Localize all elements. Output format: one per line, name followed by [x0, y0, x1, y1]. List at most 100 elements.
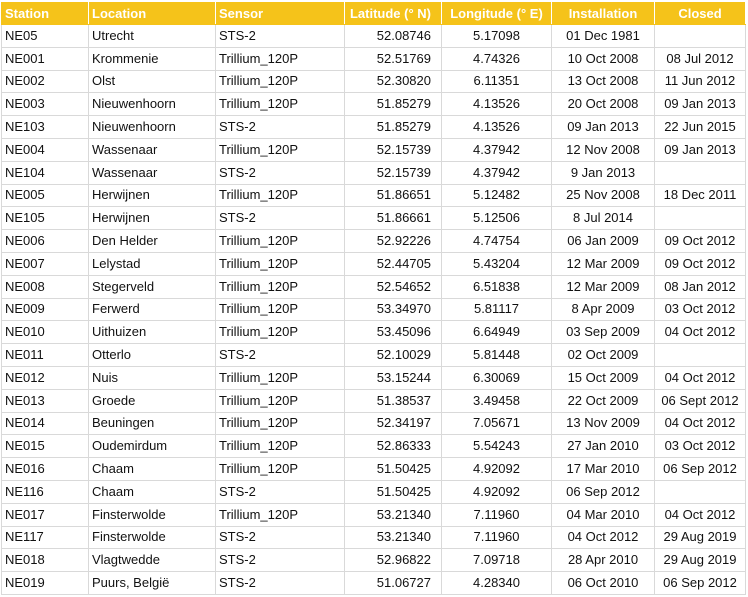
cell-installation: 9 Jan 2013	[551, 160, 655, 185]
cell-sensor: STS-2	[215, 343, 345, 367]
table-row: NE117 Finsterwolde STS-2 53.21340 7.11960 04 …	[1, 525, 746, 550]
cell-latitude: 52.92226	[344, 229, 442, 253]
cell-location: Wassenaar	[88, 137, 216, 162]
cell-latitude: 52.10029	[344, 343, 442, 367]
cell-longitude: 5.54243	[441, 434, 552, 459]
cell-installation: 09 Jan 2013	[551, 115, 655, 139]
cell-sensor: Trillium_120P	[215, 251, 345, 276]
cell-installation: 10 Oct 2008	[551, 46, 655, 71]
cell-location: Herwijnen	[88, 183, 216, 208]
header-sensor: Sensor	[215, 2, 345, 25]
cell-sensor: STS-2	[215, 525, 345, 550]
cell-location: Utrecht	[88, 24, 216, 48]
cell-station: NE010	[1, 320, 89, 345]
cell-latitude: 51.50425	[344, 479, 442, 504]
cell-closed	[654, 343, 746, 367]
cell-station: NE103	[1, 115, 89, 139]
cell-sensor: STS-2	[215, 571, 345, 595]
cell-location: Chaam	[88, 479, 216, 504]
cell-station: NE117	[1, 525, 89, 550]
cell-station: NE011	[1, 343, 89, 367]
cell-latitude: 52.34197	[344, 411, 442, 436]
header-longitude: Longitude (° E)	[441, 2, 552, 25]
header-latitude: Latitude (° N)	[344, 2, 442, 25]
cell-sensor: Trillium_120P	[215, 434, 345, 459]
cell-installation: 15 Oct 2009	[551, 365, 655, 390]
cell-installation: 25 Nov 2008	[551, 183, 655, 208]
cell-station: NE05	[1, 24, 89, 48]
cell-latitude: 52.96822	[344, 548, 442, 573]
cell-installation: 04 Mar 2010	[551, 502, 655, 527]
cell-closed	[654, 160, 746, 185]
cell-sensor: STS-2	[215, 115, 345, 139]
cell-closed: 04 Oct 2012	[654, 365, 746, 390]
cell-longitude: 5.81117	[441, 297, 552, 322]
cell-longitude: 5.17098	[441, 24, 552, 48]
cell-location: Den Helder	[88, 229, 216, 253]
cell-longitude: 6.64949	[441, 320, 552, 345]
cell-longitude: 4.74754	[441, 229, 552, 253]
cell-latitude: 52.08746	[344, 24, 442, 48]
cell-location: Puurs, België	[88, 571, 216, 595]
cell-latitude: 51.38537	[344, 388, 442, 413]
table-row: NE010 Uithuizen Trillium_120P 53.45096 6.649…	[1, 320, 746, 345]
cell-longitude: 7.11960	[441, 525, 552, 550]
cell-sensor: Trillium_120P	[215, 502, 345, 527]
cell-sensor: Trillium_120P	[215, 137, 345, 162]
cell-longitude: 3.49458	[441, 388, 552, 413]
cell-closed: 08 Jul 2012	[654, 46, 746, 71]
cell-station: NE008	[1, 274, 89, 299]
cell-closed	[654, 206, 746, 231]
cell-longitude: 5.12482	[441, 183, 552, 208]
cell-sensor: Trillium_120P	[215, 183, 345, 208]
cell-installation: 13 Nov 2009	[551, 411, 655, 436]
cell-latitude: 53.45096	[344, 320, 442, 345]
cell-sensor: Trillium_120P	[215, 457, 345, 481]
cell-longitude: 6.11351	[441, 69, 552, 94]
cell-station: NE105	[1, 206, 89, 231]
cell-location: Nuis	[88, 365, 216, 390]
cell-latitude: 52.44705	[344, 251, 442, 276]
cell-closed: 03 Oct 2012	[654, 434, 746, 459]
cell-station: NE002	[1, 69, 89, 94]
cell-installation: 27 Jan 2010	[551, 434, 655, 459]
cell-closed: 29 Aug 2019	[654, 525, 746, 550]
table-row: NE017 Finsterwolde Trillium_120P 53.21340 7.…	[1, 502, 746, 527]
cell-closed: 03 Oct 2012	[654, 297, 746, 322]
cell-latitude: 53.21340	[344, 502, 442, 527]
table-row: NE009 Ferwerd Trillium_120P 53.34970 5.81117…	[1, 297, 746, 322]
cell-closed: 04 Oct 2012	[654, 411, 746, 436]
cell-sensor: Trillium_120P	[215, 46, 345, 71]
cell-installation: 17 Mar 2010	[551, 457, 655, 481]
cell-latitude: 51.86651	[344, 183, 442, 208]
cell-sensor: Trillium_120P	[215, 69, 345, 94]
cell-installation: 04 Oct 2012	[551, 525, 655, 550]
cell-closed	[654, 24, 746, 48]
table-row: NE018 Vlagtwedde STS-2 52.96822 7.09718 28 Ap…	[1, 548, 746, 573]
cell-closed: 29 Aug 2019	[654, 548, 746, 573]
cell-closed: 09 Oct 2012	[654, 229, 746, 253]
cell-longitude: 7.11960	[441, 502, 552, 527]
cell-location: Otterlo	[88, 343, 216, 367]
header-station: Station	[1, 2, 89, 25]
table-row: NE05 Utrecht STS-2 52.08746 5.17098 01 Dec 19…	[1, 24, 746, 48]
cell-latitude: 53.34970	[344, 297, 442, 322]
cell-location: Finsterwolde	[88, 502, 216, 527]
cell-station: NE015	[1, 434, 89, 459]
header-installation: Installation	[551, 2, 655, 25]
cell-longitude: 4.37942	[441, 160, 552, 185]
cell-station: NE004	[1, 137, 89, 162]
cell-station: NE012	[1, 365, 89, 390]
table-row: NE016 Chaam Trillium_120P 51.50425 4.92092 17…	[1, 457, 746, 481]
cell-station: NE006	[1, 229, 89, 253]
cell-latitude: 51.85279	[344, 92, 442, 117]
cell-installation: 28 Apr 2010	[551, 548, 655, 573]
cell-installation: 12 Nov 2008	[551, 137, 655, 162]
cell-sensor: Trillium_120P	[215, 388, 345, 413]
cell-closed: 11 Jun 2012	[654, 69, 746, 94]
cell-latitude: 53.21340	[344, 525, 442, 550]
cell-longitude: 5.43204	[441, 251, 552, 276]
cell-closed: 18 Dec 2011	[654, 183, 746, 208]
cell-longitude: 4.92092	[441, 479, 552, 504]
cell-sensor: STS-2	[215, 160, 345, 185]
